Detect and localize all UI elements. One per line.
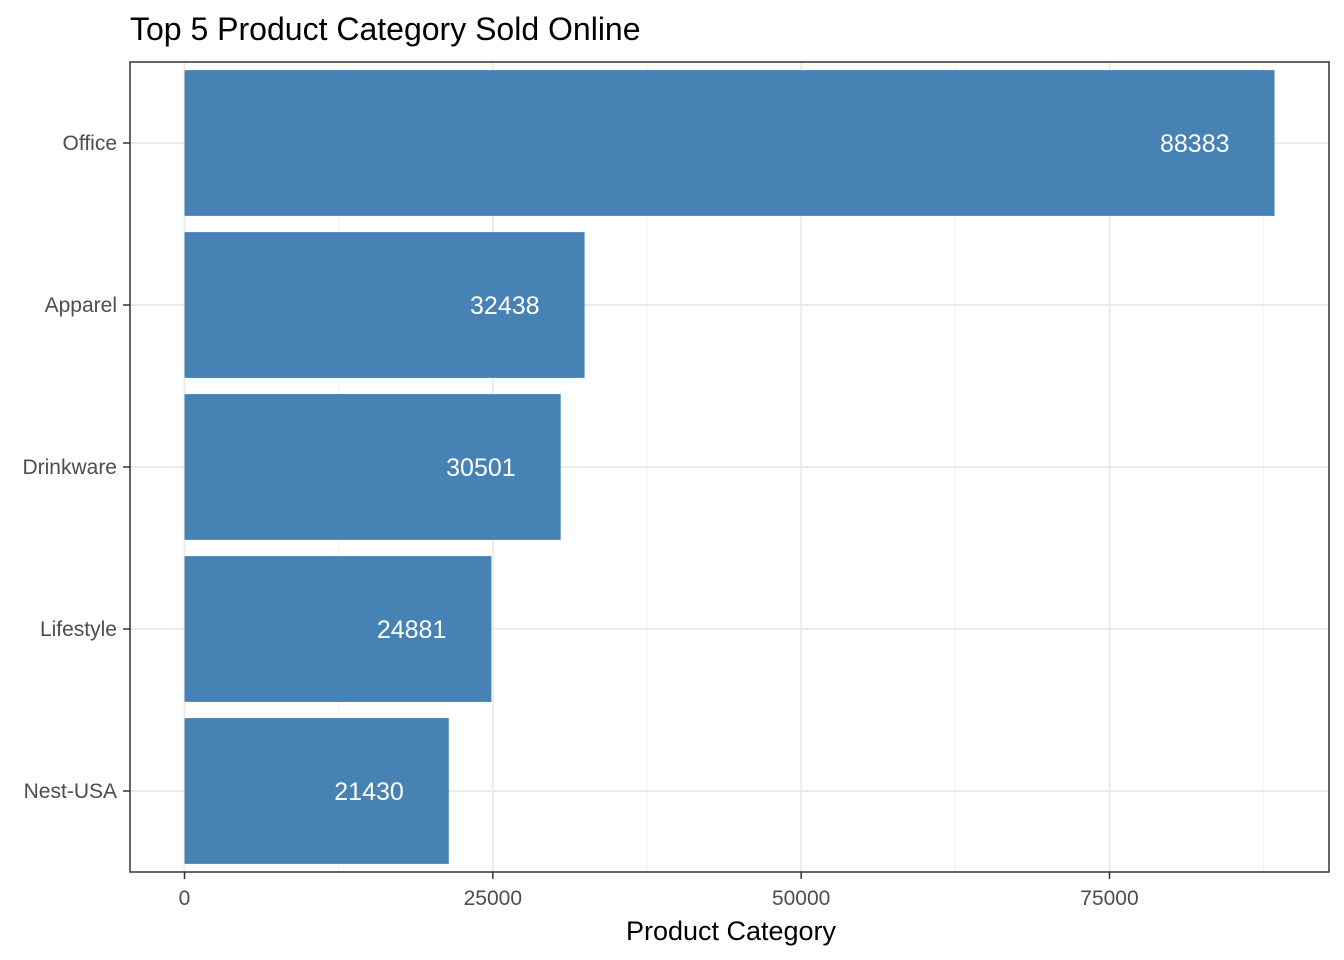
data-label: 32438 [470,292,540,320]
x-tick-label: 25000 [464,887,522,910]
bar [184,394,561,540]
y-tick-label: Drinkware [22,456,117,479]
y-tick-label: Lifestyle [40,618,117,641]
bar [184,232,585,378]
x-axis-title: Product Category [626,916,837,946]
data-label: 21430 [334,778,404,806]
x-tick-label: 0 [179,887,191,910]
data-label: 30501 [446,454,516,482]
bar [184,556,492,702]
x-tick-label: 50000 [772,887,830,910]
bar [184,70,1275,216]
y-tick-label: Office [63,132,117,155]
x-tick-label: 75000 [1080,887,1138,910]
data-label: 24881 [377,616,447,644]
bar [184,718,449,864]
chart-title: Top 5 Product Category Sold Online [130,11,641,47]
plot-area: 88383 32438 30501 24881 21430 Office Apparel Dr… [22,61,1330,910]
y-tick-label: Nest-USA [24,780,117,803]
data-label: 88383 [1160,130,1230,158]
y-tick-label: Apparel [45,294,117,317]
